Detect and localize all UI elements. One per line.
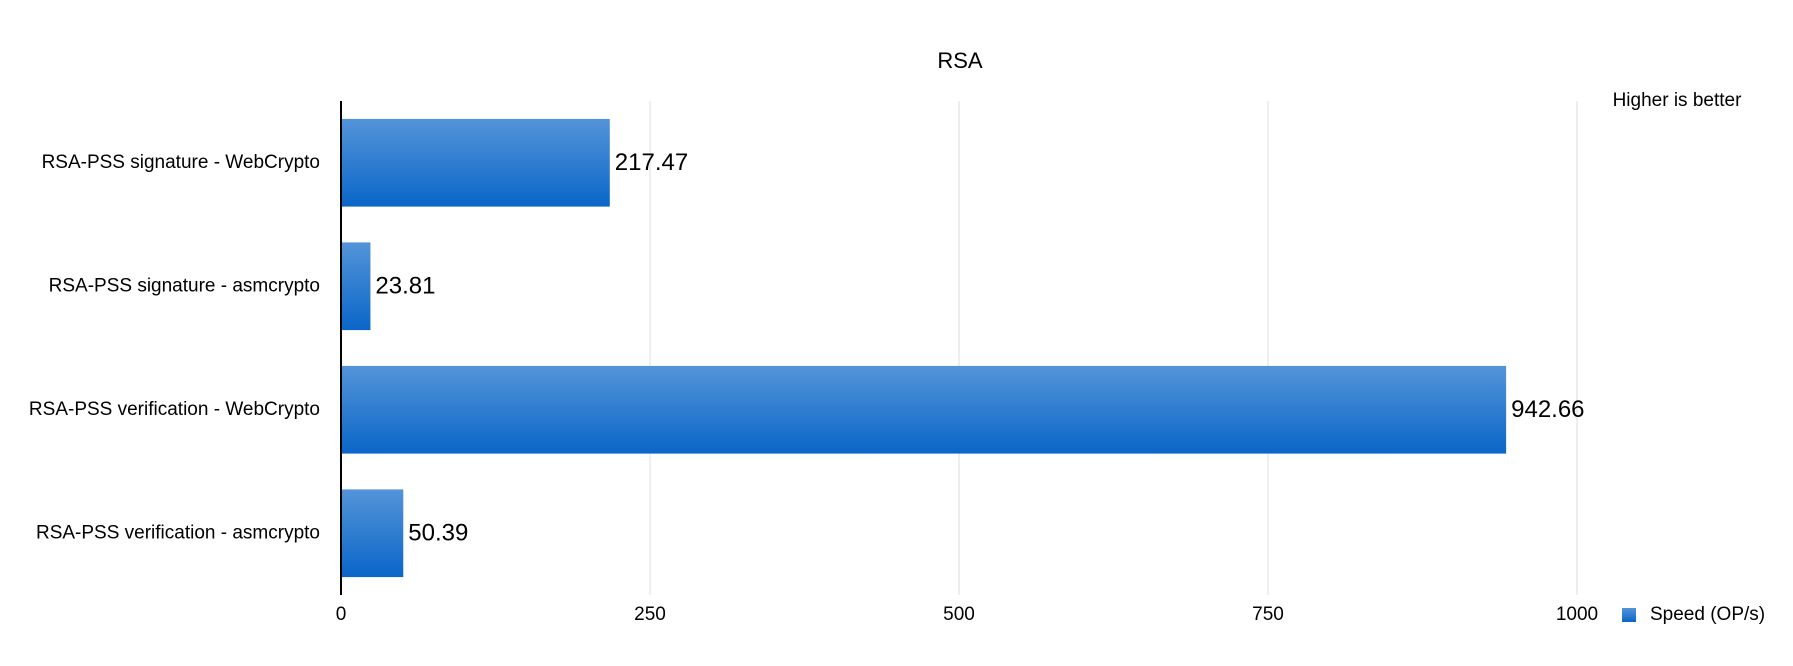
bar [341,365,1507,454]
y-tick-label: RSA-PSS signature - asmcrypto [49,275,320,296]
bar [341,242,371,331]
x-tick-label: 0 [336,604,347,625]
y-tick-label: RSA-PSS verification - asmcrypto [36,522,320,543]
legend-label: Speed (OP/s) [1650,604,1765,625]
x-tick-label: 1000 [1556,604,1598,625]
bar [341,118,610,207]
chart-title: RSA [937,48,983,73]
value-label: 942.66 [1511,396,1584,423]
y-tick-label: RSA-PSS signature - WebCrypto [42,152,320,173]
legend-marker [1622,608,1636,622]
x-tick-label: 500 [943,604,975,625]
annotation: Higher is better [1613,90,1743,111]
value-label: 217.47 [615,149,688,176]
x-tick-label: 750 [1252,604,1284,625]
x-tick-label: 250 [634,604,666,625]
y-tick-label: RSA-PSS verification - WebCrypto [29,399,320,420]
value-label: 23.81 [375,273,435,300]
bar [341,489,404,578]
value-label: 50.39 [408,520,468,547]
